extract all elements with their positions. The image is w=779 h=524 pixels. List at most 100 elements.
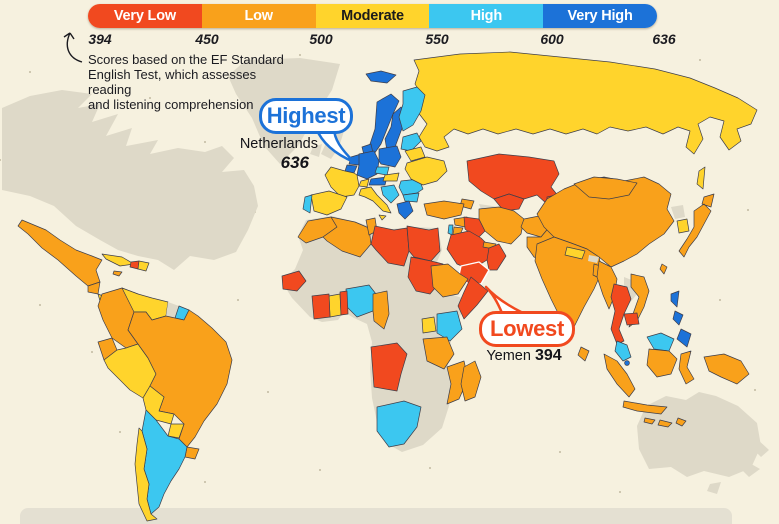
lowest-country-name: Yemen	[486, 348, 531, 364]
note-arrow-icon	[63, 32, 83, 63]
country-south-africa	[376, 400, 422, 448]
country-ivory-coast	[311, 293, 331, 320]
country-egypt	[406, 225, 441, 262]
country-portugal	[302, 194, 313, 214]
country-thailand	[610, 283, 632, 345]
legend-category-high: High	[429, 4, 544, 28]
legend-category-very-low: Very Low	[88, 4, 202, 28]
country-singapore	[624, 360, 630, 366]
country-paraguay	[167, 423, 185, 439]
country-russia	[413, 51, 758, 155]
country-cambodia	[623, 312, 640, 326]
country-bhutan	[588, 255, 599, 263]
country-iceland	[365, 70, 397, 84]
country-belarus	[404, 146, 426, 162]
country-australia	[637, 392, 761, 477]
country-greece	[396, 200, 414, 220]
country-spain	[310, 190, 348, 216]
country-turkey	[423, 200, 465, 220]
country-angola	[370, 342, 408, 392]
lowest-country-label: Yemen 394	[459, 347, 589, 365]
country-ireland	[310, 144, 322, 157]
country-indonesia	[603, 348, 695, 428]
legend-tick-450: 450	[195, 31, 219, 47]
country-balkans	[380, 184, 400, 204]
legend-category-low: Low	[201, 4, 316, 28]
country-nepal	[564, 246, 586, 260]
country-tasmania	[707, 482, 721, 494]
source-note-line3: and listening comprehension	[88, 97, 254, 112]
highest-country-label: Netherlands 636	[228, 136, 318, 173]
country-papua-new-guinea	[703, 353, 750, 385]
country-malaysia-peninsula	[614, 340, 632, 362]
country-baltics	[400, 132, 422, 152]
legend-tick-550: 550	[425, 31, 449, 47]
country-madagascar	[460, 360, 482, 402]
country-hungary	[382, 172, 400, 182]
legend-category-moderate: Moderate	[315, 4, 430, 28]
country-poland	[378, 145, 402, 168]
country-uruguay	[184, 446, 200, 460]
country-ethiopia	[430, 263, 469, 298]
country-norway	[368, 93, 400, 155]
highest-callout-tail	[314, 126, 356, 164]
country-italy	[358, 186, 392, 221]
country-philippines	[670, 290, 692, 348]
lowest-callout-tail	[484, 285, 525, 315]
highest-callout-bubble: Highest	[259, 98, 353, 134]
country-antarctica	[20, 508, 732, 524]
country-finland	[398, 86, 426, 132]
country-cuba	[101, 253, 135, 267]
country-switzerland	[358, 178, 370, 188]
highest-country-name: Netherlands	[239, 136, 318, 152]
country-austria	[368, 176, 388, 186]
country-mozambique	[446, 360, 469, 405]
country-uganda	[421, 316, 437, 334]
country-senegal	[281, 270, 307, 292]
legend-tick-394: 394	[88, 31, 112, 47]
source-note-line2: English Test, which assesses reading	[88, 67, 257, 97]
country-north-america	[2, 90, 258, 270]
country-kenya	[436, 310, 463, 342]
country-tanzania	[422, 336, 455, 370]
highest-country-score: 636	[280, 153, 309, 172]
country-new-zealand	[741, 438, 769, 477]
country-dominican-republic	[137, 260, 150, 272]
legend-tick-600: 600	[540, 31, 564, 47]
country-chile	[134, 427, 158, 522]
country-south-korea	[676, 218, 690, 234]
country-libya	[370, 225, 410, 267]
country-iran	[478, 206, 525, 245]
country-jamaica	[112, 270, 123, 277]
legend-category-very-high: Very High	[543, 4, 657, 28]
legend-tick-636: 636	[652, 31, 676, 47]
legend-tick-500: 500	[309, 31, 333, 47]
country-taiwan	[659, 263, 668, 275]
country-bulgaria	[402, 192, 420, 203]
country-ghana	[328, 293, 342, 318]
legend-bar: Very Low Low Moderate High Very High	[88, 4, 657, 28]
country-sakhalin	[696, 166, 706, 190]
country-mongolia	[573, 176, 638, 200]
country-india	[534, 236, 603, 338]
country-togo-benin	[339, 290, 349, 316]
country-germany	[356, 150, 380, 180]
country-oman	[486, 243, 507, 271]
country-guyana	[166, 302, 179, 318]
country-iraq	[463, 216, 486, 240]
country-ukraine	[404, 156, 448, 186]
country-north-korea	[671, 205, 685, 219]
country-malaysia-borneo	[646, 332, 675, 352]
country-algeria	[322, 216, 372, 258]
country-japan	[678, 193, 715, 258]
country-cameroon	[372, 290, 390, 330]
country-france	[324, 166, 360, 198]
lowest-callout-bubble: Lowest	[479, 311, 575, 347]
country-israel	[447, 224, 454, 236]
lowest-country-score: 394	[534, 347, 562, 364]
country-haiti	[129, 260, 140, 270]
source-note-line1: Scores based on the EF Standard	[88, 52, 284, 67]
country-sri-lanka	[577, 346, 590, 362]
